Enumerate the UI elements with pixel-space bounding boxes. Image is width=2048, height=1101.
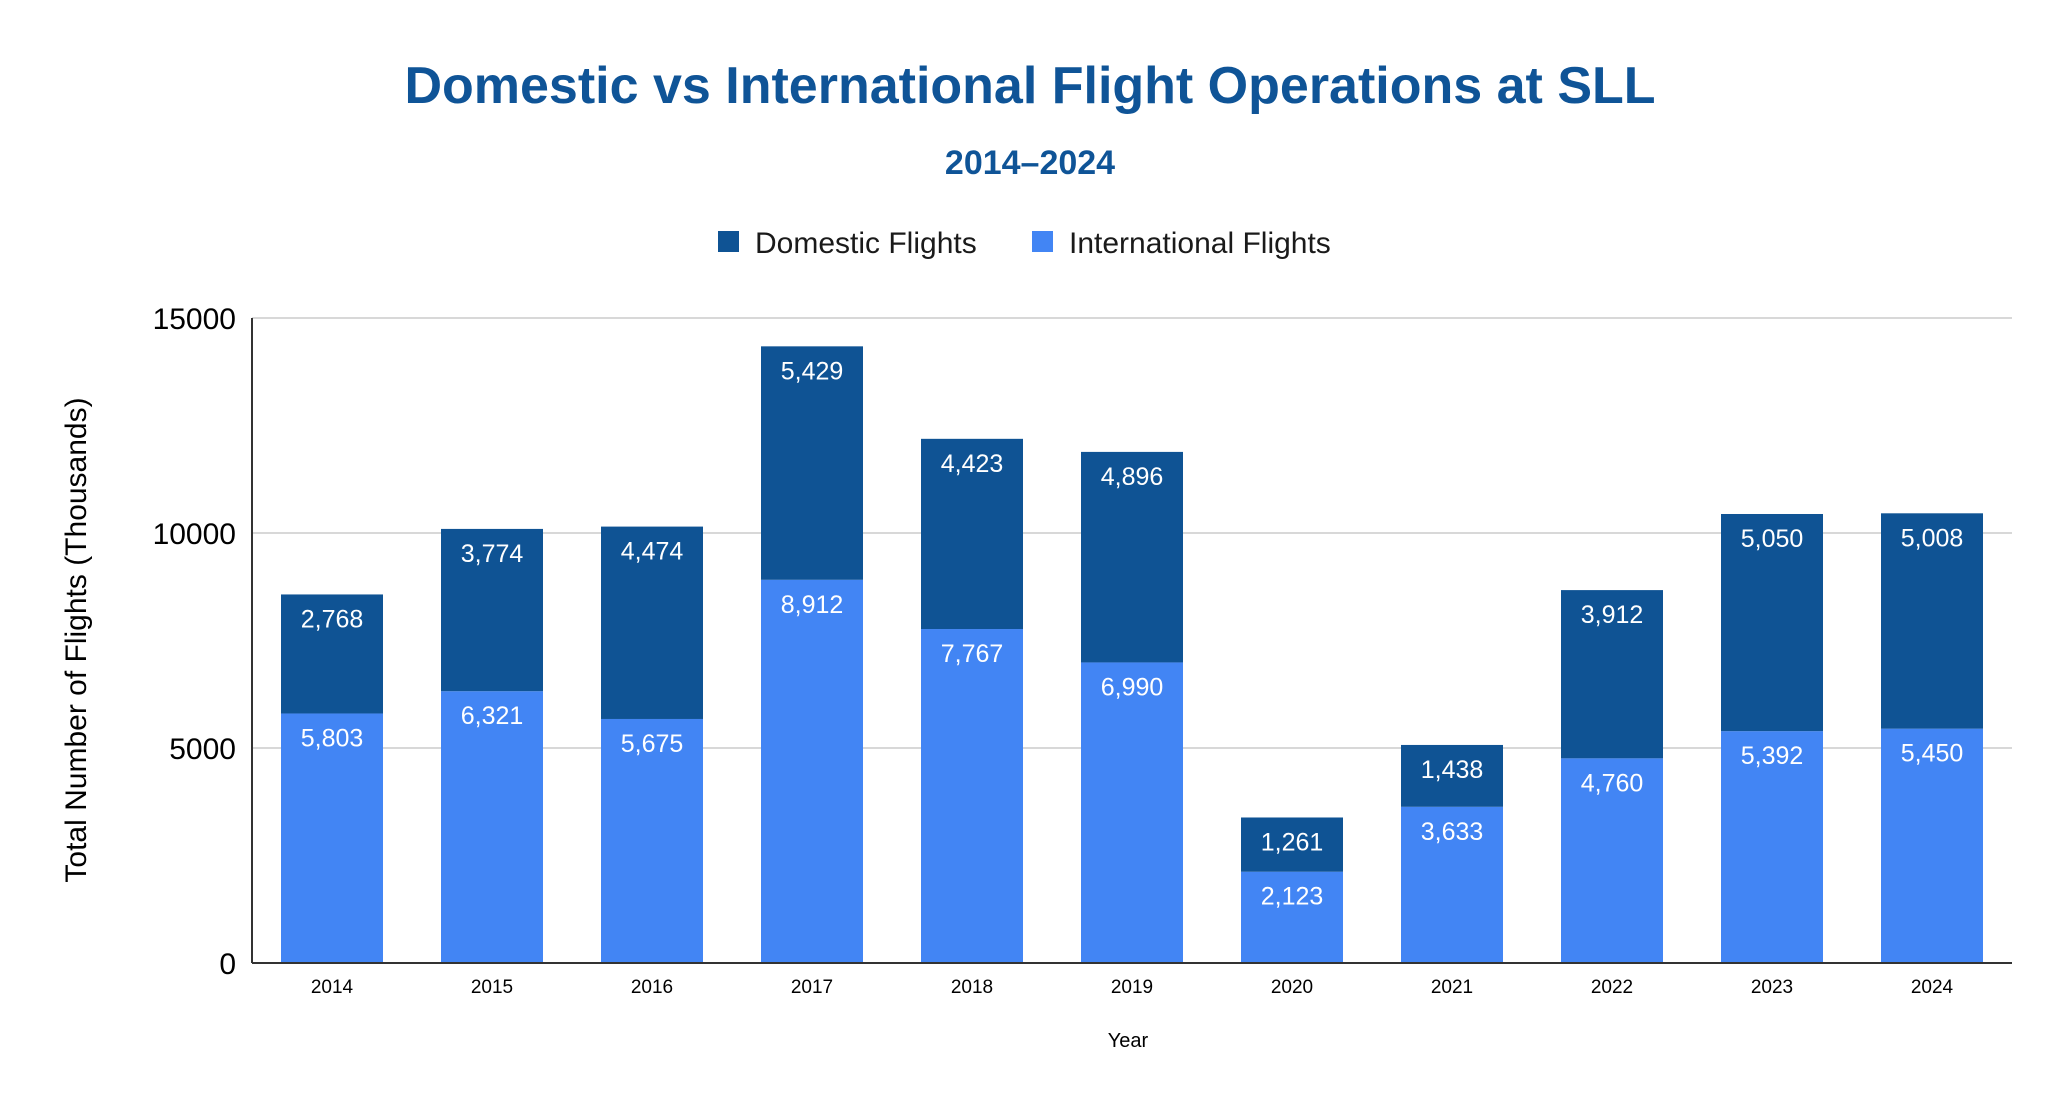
bar-domestic — [1561, 590, 1663, 759]
bar-domestic — [921, 438, 1023, 630]
data-label: 5,450 — [1901, 740, 1964, 768]
data-label: 2,123 — [1261, 883, 1324, 911]
data-label: 5,429 — [781, 357, 844, 385]
chart-title: Domestic vs International Flight Operati… — [404, 57, 1655, 115]
x-tick-label: 2014 — [311, 977, 354, 998]
data-label: 1,261 — [1261, 828, 1324, 856]
bar-international — [1721, 731, 1823, 963]
bar-domestic — [761, 346, 863, 580]
bar-international — [1081, 662, 1183, 963]
data-label: 5,050 — [1741, 525, 1804, 553]
x-tick-label: 2016 — [631, 977, 673, 998]
bar-international — [601, 718, 703, 963]
y-tick-label: 10000 — [153, 518, 236, 551]
legend-swatch-domestic — [718, 231, 739, 252]
bar-domestic — [1721, 513, 1823, 732]
legend-swatch-international — [1032, 231, 1053, 252]
bar-domestic — [1881, 513, 1983, 729]
bar-international — [1241, 871, 1343, 963]
data-label: 3,774 — [461, 540, 524, 568]
y-tick-label: 0 — [219, 948, 236, 981]
x-tick-label: 2017 — [791, 977, 833, 998]
bar-international — [1561, 758, 1663, 963]
data-label: 4,896 — [1101, 463, 1164, 491]
data-label: 4,474 — [621, 538, 684, 566]
x-tick-label: 2024 — [1911, 977, 1954, 998]
chart-subtitle: 2014–2024 — [945, 144, 1115, 182]
legend: Domestic Flights International Flights — [718, 227, 1331, 260]
legend-label-international: International Flights — [1069, 227, 1331, 260]
bar-international — [1401, 806, 1503, 963]
y-tick-label: 5000 — [169, 733, 236, 766]
bar-international — [281, 713, 383, 963]
data-label: 8,912 — [781, 591, 844, 619]
data-label: 2,768 — [301, 605, 364, 633]
x-tick-label: 2023 — [1751, 977, 1793, 998]
data-label: 4,760 — [1581, 769, 1644, 797]
data-label: 5,803 — [301, 724, 364, 752]
bar-domestic — [441, 528, 543, 692]
bar-international — [1881, 728, 1983, 963]
axes — [251, 318, 2012, 964]
y-tick-label: 15000 — [153, 303, 236, 336]
data-label: 6,990 — [1101, 673, 1164, 701]
legend-label-domestic: Domestic Flights — [755, 227, 977, 260]
data-label: 5,392 — [1741, 742, 1804, 770]
bar-international — [921, 629, 1023, 963]
x-tick-label: 2022 — [1591, 977, 1633, 998]
x-tick-label: 2020 — [1271, 977, 1313, 998]
data-label: 6,321 — [461, 702, 524, 730]
bar-domestic — [1081, 451, 1183, 663]
bar-domestic — [1241, 817, 1343, 872]
bar-international — [441, 691, 543, 963]
bar-domestic — [281, 594, 383, 714]
bars: 5,803 2,768 2014 6,321 3,774 2015 5,675 4,474 20… — [281, 346, 1983, 998]
x-axis-label: Year — [1108, 1030, 1149, 1052]
data-label: 5,008 — [1901, 524, 1964, 552]
data-label: 5,675 — [621, 730, 684, 758]
bar-domestic — [1401, 744, 1503, 807]
data-label: 3,633 — [1421, 818, 1484, 846]
x-tick-label: 2021 — [1431, 977, 1473, 998]
x-tick-label: 2015 — [471, 977, 513, 998]
bar-domestic — [601, 526, 703, 719]
data-label: 1,438 — [1421, 756, 1484, 784]
bar-international — [761, 579, 863, 963]
data-label: 7,767 — [941, 640, 1004, 668]
y-axis-label: Total Number of Flights (Thousands) — [60, 397, 93, 882]
data-label: 3,912 — [1581, 601, 1644, 629]
x-tick-label: 2018 — [951, 977, 993, 998]
x-tick-label: 2019 — [1111, 977, 1153, 998]
data-label: 4,423 — [941, 450, 1004, 478]
